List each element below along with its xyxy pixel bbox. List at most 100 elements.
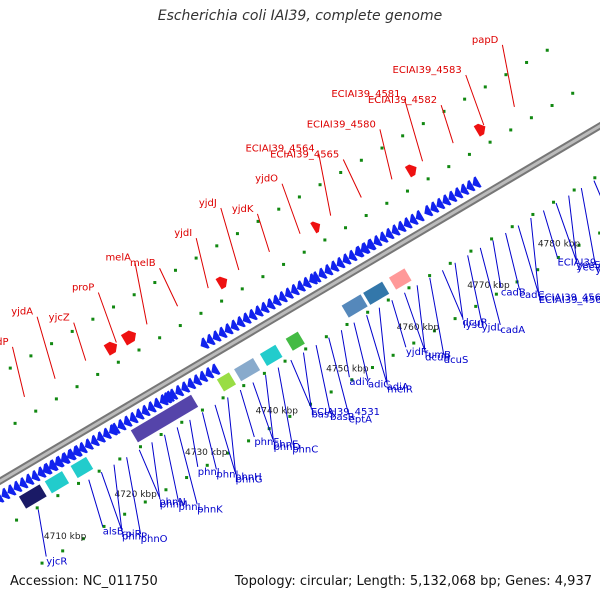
tick-dot — [194, 256, 198, 260]
tick-dot — [364, 214, 368, 218]
bottom-label-leader — [580, 188, 596, 266]
bottom-gene-label: adiC — [368, 380, 390, 391]
bottom-label-leader — [100, 472, 122, 530]
bottom-label-leader — [227, 397, 237, 475]
tick-dot — [448, 261, 452, 265]
tick-dot — [247, 439, 251, 443]
bottom-gene-label: yeeS — [576, 260, 600, 271]
bottom-label-leader — [189, 419, 199, 467]
bottom-gene-label: yeeW — [577, 263, 600, 274]
top-label-leader — [404, 99, 424, 162]
tick-dot — [143, 500, 147, 504]
reverse-gene-arrow — [460, 183, 470, 195]
reverse-gene-arrow — [436, 197, 446, 210]
reverse-gene-arrow — [0, 494, 5, 503]
tick-dot — [598, 231, 600, 235]
top-gene-label: yjdA — [11, 307, 33, 318]
bottom-gene-label: ECIAI39_4531 — [311, 407, 380, 418]
bottom-gene-label: ECIAI39_4566 — [539, 295, 600, 306]
tick-dot — [385, 201, 389, 205]
bottom-label-leader — [479, 247, 501, 326]
reverse-gene-arrow — [175, 384, 185, 397]
forward-gene-arrow — [310, 221, 321, 234]
bottom-gene-label: eptA — [349, 415, 372, 426]
tick-dot — [329, 390, 333, 394]
tick-dot — [370, 366, 374, 370]
top-label-leader — [465, 74, 485, 126]
tick-dot — [345, 322, 349, 326]
bottom-gene-label: dcuS — [444, 355, 469, 366]
tick-dot — [75, 385, 79, 389]
reverse-gene-arrow — [442, 194, 452, 206]
top-gene-label: papD — [472, 35, 499, 46]
tick-dot — [158, 336, 162, 340]
bottom-label-leader — [340, 330, 350, 378]
tick-dot — [118, 457, 122, 461]
reverse-gene-arrow — [31, 469, 41, 482]
tick-dot — [77, 481, 81, 485]
forward-gene-arrow — [103, 341, 118, 356]
tick-dot — [123, 512, 127, 516]
top-label-leader — [342, 159, 362, 198]
tick-dot — [531, 212, 535, 216]
tick-dot — [577, 243, 581, 247]
operon-block — [363, 281, 390, 305]
bottom-gene-label: rpiR — [121, 529, 141, 540]
tick-dot — [297, 195, 301, 199]
tick-dot — [405, 189, 409, 193]
reverse-gene-arrow — [169, 388, 179, 400]
bottom-label-leader — [302, 352, 312, 410]
top-label-leader — [36, 316, 56, 379]
reverse-gene-arrow — [391, 224, 401, 236]
bottom-label-leader — [593, 180, 600, 197]
bottom-label-leader — [176, 427, 198, 505]
reverse-gene-arrow — [361, 242, 371, 254]
bottom-label-leader — [542, 210, 558, 258]
reverse-gene-arrow — [348, 249, 358, 262]
tick-dot — [256, 219, 260, 223]
tick-dot — [200, 408, 204, 412]
top-label-leader — [134, 262, 148, 325]
operon-block — [285, 331, 305, 351]
reverse-gene-arrow — [72, 445, 82, 457]
tick-dot — [173, 268, 177, 272]
tick-dot — [199, 311, 203, 315]
tick-dot — [447, 165, 451, 169]
tick-dot — [428, 274, 432, 278]
reverse-gene-arrow — [342, 253, 352, 265]
bottom-label-leader — [555, 202, 577, 261]
reverse-gene-arrow — [379, 231, 389, 243]
tick-dot — [235, 232, 239, 236]
forward-gene-arrow — [473, 123, 486, 137]
bottom-gene-label: ECIAI39_4567 — [557, 258, 600, 269]
bottom-label-leader — [151, 442, 161, 500]
tick-dot — [261, 275, 265, 279]
bottom-gene-label: adiA — [387, 382, 409, 393]
genome-summary: Topology: circular; Length: 5,132,068 bp… — [234, 574, 592, 589]
bottom-gene-label: fumB — [425, 350, 452, 361]
bottom-label-leader — [517, 225, 539, 293]
bottom-label-leader — [201, 412, 217, 470]
reverse-gene-arrow — [211, 363, 221, 375]
reverse-gene-arrow — [230, 319, 240, 331]
tick-dot — [302, 250, 306, 254]
bottom-label-leader — [467, 255, 483, 323]
tick-dot — [324, 335, 328, 339]
reverse-gene-arrow — [78, 441, 88, 454]
reverse-gene-arrow — [424, 204, 434, 217]
reverse-gene-arrow — [236, 315, 246, 328]
top-gene-label: ECIAI39_4565 — [270, 149, 339, 160]
bottom-gene-label: lysU — [463, 320, 484, 331]
tick-dot — [226, 451, 230, 455]
reverse-gene-arrow — [242, 312, 252, 324]
top-label-leader — [220, 207, 240, 271]
tick-dot — [426, 177, 430, 181]
reverse-gene-arrow — [123, 415, 133, 427]
top-label-leader — [440, 104, 454, 144]
forward-gene-arrow — [215, 276, 228, 290]
reverse-gene-arrow — [84, 438, 94, 450]
reverse-gene-arrow — [302, 276, 313, 289]
tick-dot — [474, 304, 478, 308]
reverse-gene-arrow — [336, 256, 346, 269]
top-gene-label: yjdK — [232, 204, 254, 215]
